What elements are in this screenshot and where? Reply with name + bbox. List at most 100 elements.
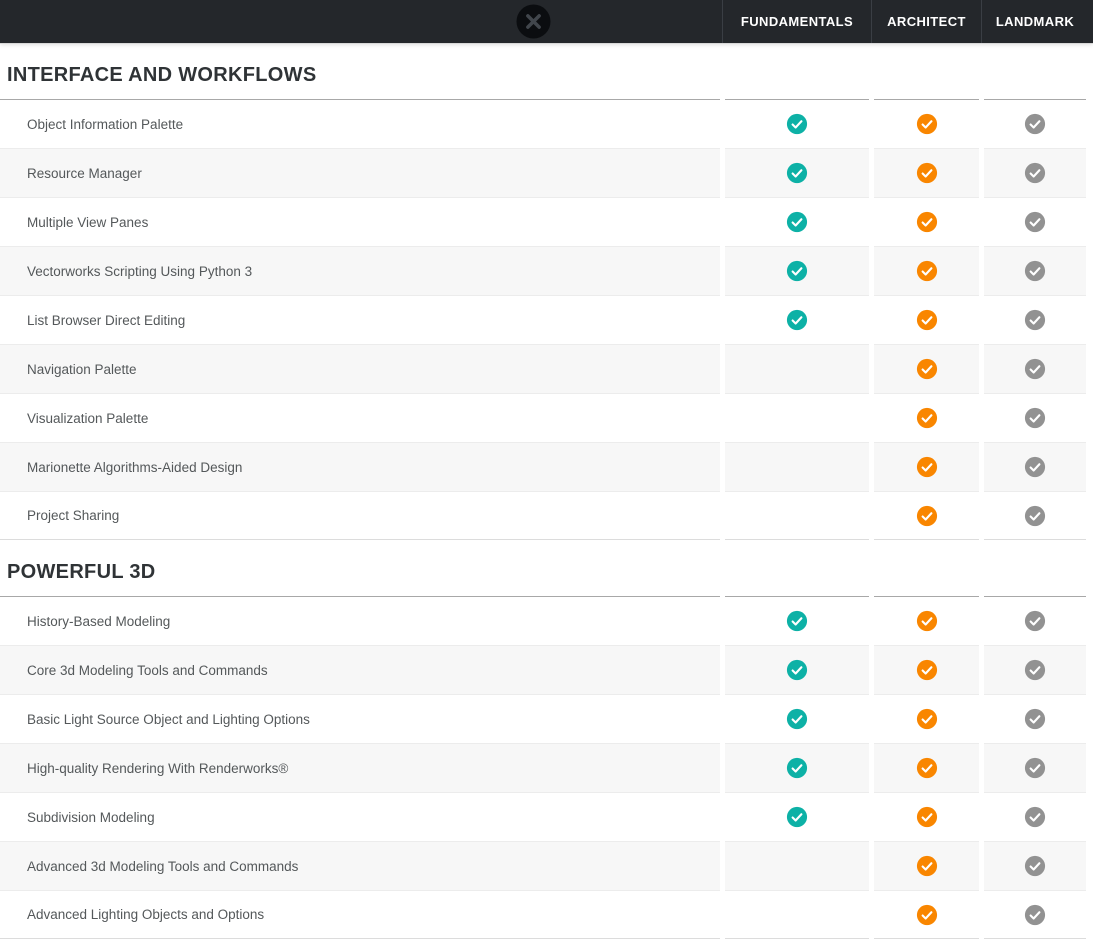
cell-fundamentals: [725, 442, 869, 491]
cell-landmark: [984, 645, 1086, 694]
cell-fundamentals: [725, 743, 869, 792]
cell-fundamentals: [725, 393, 869, 442]
cell-fundamentals: [725, 645, 869, 694]
check-icon-landmark: [1024, 659, 1046, 681]
check-icon-landmark: [1024, 505, 1046, 527]
feature-section: INTERFACE AND WORKFLOWS Object Informati…: [0, 43, 1093, 540]
check-icon-architect: [916, 806, 938, 828]
check-icon-fundamentals: [786, 708, 808, 730]
feature-row: History-Based Modeling: [0, 596, 1093, 645]
check-icon-architect: [916, 904, 938, 926]
feature-row: Vectorworks Scripting Using Python 3: [0, 246, 1093, 295]
cell-architect: [874, 442, 979, 491]
feature-label: Multiple View Panes: [0, 197, 720, 246]
cell-architect: [874, 246, 979, 295]
feature-row: Marionette Algorithms-Aided Design: [0, 442, 1093, 491]
check-icon-landmark: [1024, 855, 1046, 877]
cell-landmark: [984, 491, 1086, 540]
top-bar: FUNDAMENTALS ARCHITECT LANDMARK: [0, 0, 1093, 43]
feature-row: List Browser Direct Editing: [0, 295, 1093, 344]
cell-landmark: [984, 393, 1086, 442]
cell-landmark: [984, 792, 1086, 841]
cell-fundamentals: [725, 596, 869, 645]
feature-row: Core 3d Modeling Tools and Commands: [0, 645, 1093, 694]
check-icon-landmark: [1024, 113, 1046, 135]
check-icon-landmark: [1024, 358, 1046, 380]
bar-separator: [981, 0, 982, 43]
feature-row: Visualization Palette: [0, 393, 1093, 442]
comparison-table: INTERFACE AND WORKFLOWS Object Informati…: [0, 43, 1093, 939]
check-icon-architect: [916, 260, 938, 282]
cell-fundamentals: [725, 491, 869, 540]
check-icon-fundamentals: [786, 113, 808, 135]
cell-fundamentals: [725, 197, 869, 246]
cell-architect: [874, 344, 979, 393]
cell-landmark: [984, 148, 1086, 197]
column-header-fundamentals: FUNDAMENTALS: [740, 14, 854, 29]
cell-landmark: [984, 197, 1086, 246]
cell-landmark: [984, 99, 1086, 148]
check-icon-fundamentals: [786, 757, 808, 779]
feature-label: Advanced 3d Modeling Tools and Commands: [0, 841, 720, 890]
feature-label: High-quality Rendering With Renderworks®: [0, 743, 720, 792]
feature-row: Basic Light Source Object and Lighting O…: [0, 694, 1093, 743]
check-icon-fundamentals: [786, 610, 808, 632]
cell-fundamentals: [725, 890, 869, 939]
check-icon-landmark: [1024, 904, 1046, 926]
cell-architect: [874, 694, 979, 743]
cell-fundamentals: [725, 792, 869, 841]
cell-fundamentals: [725, 841, 869, 890]
cell-architect: [874, 99, 979, 148]
cell-landmark: [984, 596, 1086, 645]
feature-label: Basic Light Source Object and Lighting O…: [0, 694, 720, 743]
check-icon-architect: [916, 505, 938, 527]
feature-label: Subdivision Modeling: [0, 792, 720, 841]
check-icon-architect: [916, 309, 938, 331]
check-icon-architect: [916, 407, 938, 429]
check-icon-fundamentals: [786, 211, 808, 233]
feature-label: Marionette Algorithms-Aided Design: [0, 442, 720, 491]
cell-landmark: [984, 890, 1086, 939]
check-icon-architect: [916, 610, 938, 632]
check-icon-fundamentals: [786, 260, 808, 282]
cell-architect: [874, 743, 979, 792]
close-button[interactable]: [516, 4, 551, 39]
cell-architect: [874, 645, 979, 694]
feature-row: Project Sharing: [0, 491, 1093, 540]
feature-row: Advanced Lighting Objects and Options: [0, 890, 1093, 939]
feature-label: Navigation Palette: [0, 344, 720, 393]
feature-row: Advanced 3d Modeling Tools and Commands: [0, 841, 1093, 890]
cell-landmark: [984, 246, 1086, 295]
cell-architect: [874, 841, 979, 890]
bar-separator: [871, 0, 872, 43]
check-icon-fundamentals: [786, 162, 808, 184]
bar-separator: [722, 0, 723, 43]
cell-landmark: [984, 694, 1086, 743]
feature-section: POWERFUL 3D History-Based Modeling: [0, 540, 1093, 939]
check-icon-fundamentals: [786, 806, 808, 828]
feature-label: Object Information Palette: [0, 99, 720, 148]
feature-row: Resource Manager: [0, 148, 1093, 197]
cell-fundamentals: [725, 246, 869, 295]
check-icon-architect: [916, 855, 938, 877]
check-icon-architect: [916, 456, 938, 478]
check-icon-landmark: [1024, 309, 1046, 331]
check-icon-landmark: [1024, 757, 1046, 779]
check-icon-landmark: [1024, 610, 1046, 632]
check-icon-architect: [916, 211, 938, 233]
feature-label: Core 3d Modeling Tools and Commands: [0, 645, 720, 694]
feature-row: Multiple View Panes: [0, 197, 1093, 246]
check-icon-landmark: [1024, 708, 1046, 730]
feature-label: History-Based Modeling: [0, 596, 720, 645]
cell-fundamentals: [725, 694, 869, 743]
cell-landmark: [984, 743, 1086, 792]
cell-landmark: [984, 442, 1086, 491]
check-icon-architect: [916, 708, 938, 730]
feature-label: Visualization Palette: [0, 393, 720, 442]
cell-architect: [874, 197, 979, 246]
cell-landmark: [984, 295, 1086, 344]
column-header-architect: ARCHITECT: [887, 14, 966, 29]
check-icon-architect: [916, 113, 938, 135]
check-icon-landmark: [1024, 806, 1046, 828]
section-rows: History-Based Modeling: [0, 596, 1093, 939]
